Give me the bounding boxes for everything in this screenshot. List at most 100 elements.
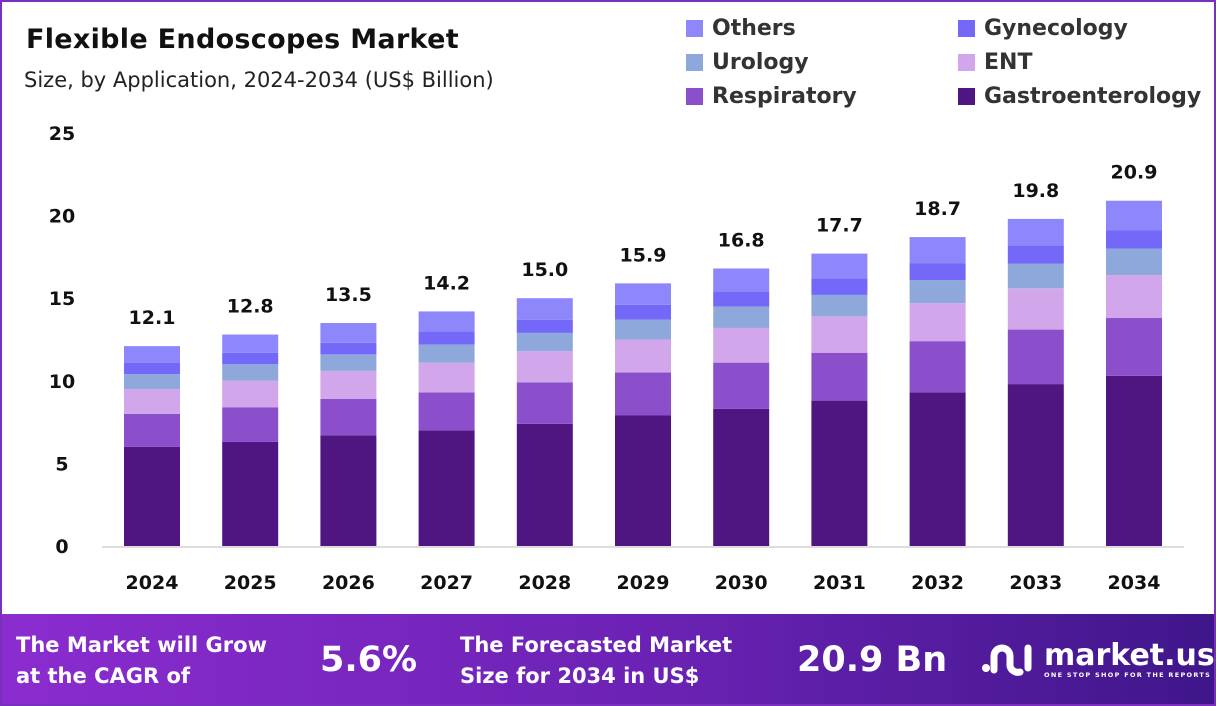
bar-segment-urology bbox=[1007, 263, 1064, 289]
bar-segment-urology bbox=[516, 332, 573, 352]
bar-segment-respiratory bbox=[418, 392, 475, 431]
forecast-value: 20.9 Bn bbox=[797, 640, 948, 680]
x-tick-label: 2028 bbox=[518, 572, 571, 594]
bar-segment-others bbox=[320, 322, 377, 343]
bar-segment-gastroenterology bbox=[222, 441, 279, 546]
bar-segment-respiratory bbox=[320, 398, 377, 436]
legend-label: Gynecology bbox=[984, 16, 1128, 41]
bar-segment-respiratory bbox=[222, 407, 279, 442]
bar-segment-respiratory bbox=[1106, 318, 1162, 376]
legend-swatch bbox=[686, 20, 703, 37]
bar-segment-others bbox=[615, 283, 671, 305]
bar-segment-gynecology bbox=[811, 278, 868, 295]
bar-total-label: 15.0 bbox=[521, 259, 568, 281]
bar-segment-gastroenterology bbox=[713, 408, 770, 546]
x-tick-label: 2032 bbox=[911, 572, 964, 594]
bar-segment-gastroenterology bbox=[909, 392, 966, 546]
legend-swatch bbox=[958, 54, 975, 71]
bar-segment-respiratory bbox=[713, 362, 770, 409]
bar-segment-respiratory bbox=[909, 341, 966, 393]
bar-segment-others bbox=[713, 268, 770, 292]
logo-tagline: ONE STOP SHOP FOR THE REPORTS bbox=[1044, 671, 1212, 679]
legend-label: Respiratory bbox=[712, 84, 857, 109]
forecast-label-line2: Size for 2034 in US$ bbox=[460, 664, 700, 688]
bar-segment-ent bbox=[516, 351, 573, 383]
x-tick-label: 2025 bbox=[224, 572, 277, 594]
legend-swatch bbox=[686, 54, 703, 71]
bar-segment-ent bbox=[1106, 275, 1162, 319]
bar-total-label: 16.8 bbox=[718, 229, 765, 251]
bar-segment-gastroenterology bbox=[1106, 375, 1162, 546]
stacked-bar-chart: 051015202512.1202412.8202513.5202614.220… bbox=[49, 123, 1184, 594]
bar-total-label: 15.9 bbox=[620, 244, 667, 266]
bar-total-label: 19.8 bbox=[1012, 180, 1059, 202]
bar-segment-urology bbox=[124, 374, 180, 390]
y-tick-label: 20 bbox=[49, 206, 75, 228]
forecast-label-line1: The Forecasted Market bbox=[460, 633, 733, 657]
bar-total-label: 12.1 bbox=[129, 307, 176, 329]
legend-label: Urology bbox=[712, 50, 809, 75]
bar-segment-gynecology bbox=[418, 331, 475, 345]
bar-segment-urology bbox=[320, 354, 377, 371]
legend-item-respiratory: Respiratory bbox=[686, 84, 857, 109]
bar-segment-gynecology bbox=[909, 263, 966, 281]
bar-segment-gastroenterology bbox=[811, 400, 868, 546]
bar-total-label: 18.7 bbox=[914, 198, 961, 220]
legend-item-urology: Urology bbox=[686, 50, 809, 75]
bar-segment-gynecology bbox=[713, 291, 770, 307]
bar-segment-ent bbox=[320, 370, 377, 399]
bar-segment-ent bbox=[811, 316, 868, 353]
bar-total-label: 14.2 bbox=[423, 272, 470, 294]
bar-segment-gynecology bbox=[222, 352, 279, 365]
bar-segment-others bbox=[909, 237, 966, 264]
x-tick-label: 2031 bbox=[813, 572, 866, 594]
bar-segment-urology bbox=[615, 319, 671, 340]
legend-swatch bbox=[686, 88, 703, 105]
market-us-logo: market.us ONE STOP SHOP FOR THE REPORTS bbox=[980, 638, 1214, 682]
bar-segment-respiratory bbox=[124, 413, 180, 447]
legend-label: Gastroenterology bbox=[984, 84, 1202, 109]
y-tick-label: 0 bbox=[55, 536, 68, 558]
bar-segment-respiratory bbox=[1007, 329, 1064, 385]
cagr-label-line2: at the CAGR of bbox=[16, 664, 191, 688]
chart-title: Flexible Endoscopes Market bbox=[26, 24, 459, 55]
bar-segment-others bbox=[516, 298, 573, 320]
bar-segment-gynecology bbox=[124, 362, 180, 375]
bar-segment-others bbox=[1106, 200, 1162, 231]
bar-total-label: 13.5 bbox=[325, 284, 372, 306]
x-tick-label: 2026 bbox=[322, 572, 375, 594]
legend-label: Others bbox=[712, 16, 796, 41]
footer-banner: The Market will Grow at the CAGR of 5.6% … bbox=[2, 614, 1214, 704]
bar-segment-gastroenterology bbox=[516, 423, 573, 546]
bar-segment-others bbox=[811, 253, 868, 279]
bar-segment-urology bbox=[1106, 248, 1162, 276]
bar-segment-ent bbox=[909, 303, 966, 342]
forecast-label: The Forecasted Market Size for 2034 in US… bbox=[460, 630, 732, 692]
cagr-value: 5.6% bbox=[320, 640, 418, 680]
bar-segment-others bbox=[1007, 218, 1064, 246]
y-tick-label: 10 bbox=[49, 371, 75, 393]
bar-total-label: 17.7 bbox=[816, 215, 863, 237]
bar-segment-ent bbox=[1007, 288, 1064, 330]
bar-segment-ent bbox=[418, 362, 475, 393]
bar-segment-gynecology bbox=[320, 342, 377, 355]
legend-item-gastroenterology: Gastroenterology bbox=[958, 84, 1201, 109]
bar-segment-gastroenterology bbox=[320, 435, 377, 546]
bar-segment-gynecology bbox=[615, 304, 671, 320]
bar-segment-gastroenterology bbox=[418, 430, 475, 546]
legend-label: ENT bbox=[984, 50, 1033, 75]
bar-segment-others bbox=[124, 346, 180, 363]
bar-segment-urology bbox=[418, 344, 475, 363]
y-tick-label: 25 bbox=[49, 123, 75, 145]
bar-total-label: 12.8 bbox=[227, 296, 274, 318]
bar-segment-respiratory bbox=[811, 352, 868, 401]
bar-segment-urology bbox=[222, 364, 279, 381]
x-tick-label: 2029 bbox=[617, 572, 670, 594]
legend-item-gynecology: Gynecology bbox=[958, 16, 1128, 41]
bar-segment-others bbox=[222, 334, 279, 353]
y-tick-label: 15 bbox=[49, 288, 75, 310]
bar-total-label: 20.9 bbox=[1111, 162, 1158, 184]
bar-segment-ent bbox=[713, 327, 770, 363]
bar-segment-gastroenterology bbox=[124, 446, 180, 546]
bar-segment-gynecology bbox=[516, 319, 573, 333]
